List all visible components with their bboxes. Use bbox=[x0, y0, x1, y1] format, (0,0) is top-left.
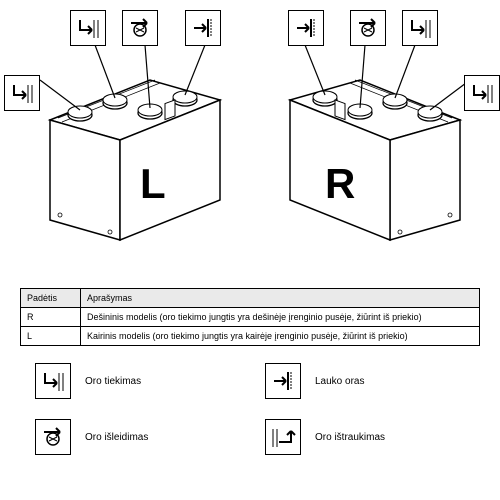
legend-item-exhaust: Oro išleidimas bbox=[35, 412, 235, 462]
callout-exhaust-icon bbox=[350, 10, 386, 46]
legend-label: Lauko oras bbox=[315, 376, 364, 387]
outdoor-icon bbox=[265, 363, 301, 399]
table-cell-desc: Dešininis modelis (oro tiekimo jungtis y… bbox=[81, 308, 480, 327]
page: L R bbox=[0, 0, 500, 500]
legend-label: Oro tiekimas bbox=[85, 376, 141, 387]
callout-supply-icon bbox=[402, 10, 438, 46]
legend-item-supply: Oro tiekimas bbox=[35, 356, 235, 406]
table-header-pos: Padėtis bbox=[21, 289, 81, 308]
legend-label: Oro išleidimas bbox=[85, 432, 148, 443]
callout-supply-icon bbox=[4, 75, 40, 111]
table-cell-pos: L bbox=[21, 327, 81, 346]
unit-left: L bbox=[10, 20, 250, 260]
exhaust-icon bbox=[35, 419, 71, 455]
legend-label: Oro ištraukimas bbox=[315, 432, 385, 443]
callout-outdoor-icon bbox=[185, 10, 221, 46]
callout-exhaust-icon bbox=[122, 10, 158, 46]
unit-right: R bbox=[260, 20, 500, 260]
legend: Oro tiekimas Lauko oras Oro išleidimas O… bbox=[35, 356, 465, 462]
units-row: L R bbox=[0, 0, 500, 280]
callout-supply-icon bbox=[70, 10, 106, 46]
extract-icon bbox=[265, 419, 301, 455]
unit-right-letter: R bbox=[325, 160, 355, 208]
unit-left-letter: L bbox=[140, 160, 166, 208]
legend-item-outdoor: Lauko oras bbox=[265, 356, 465, 406]
table-row: R Dešininis modelis (oro tiekimo jungtis… bbox=[21, 308, 480, 327]
legend-item-extract: Oro ištraukimas bbox=[265, 412, 465, 462]
table-row: L Kairinis modelis (oro tiekimo jungtis … bbox=[21, 327, 480, 346]
table-cell-desc: Kairinis modelis (oro tiekimo jungtis yr… bbox=[81, 327, 480, 346]
callout-outdoor-icon bbox=[288, 10, 324, 46]
callout-supply-icon bbox=[464, 75, 500, 111]
table-cell-pos: R bbox=[21, 308, 81, 327]
position-table: Padėtis Aprašymas R Dešininis modelis (o… bbox=[20, 288, 480, 346]
table-header-desc: Aprašymas bbox=[81, 289, 480, 308]
supply-icon bbox=[35, 363, 71, 399]
